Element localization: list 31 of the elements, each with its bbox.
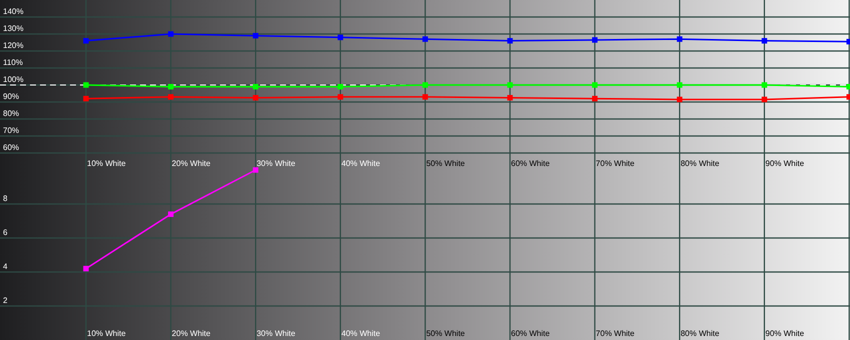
- y-tick-label: 6: [3, 228, 8, 237]
- y-tick-label: 70%: [3, 126, 20, 135]
- y-tick-label: 110%: [3, 58, 23, 67]
- x-tick-label: 40% White: [341, 329, 381, 338]
- y-tick-label: 2: [3, 296, 8, 305]
- x-tick-label: 20% White: [172, 329, 212, 338]
- x-tick-label: 90% White: [765, 159, 805, 168]
- x-tick-label: 40% White: [341, 159, 381, 168]
- y-tick-label: 60%: [3, 143, 20, 152]
- y-tick-label: 130%: [3, 24, 24, 33]
- x-tick-label: 60% White: [511, 329, 550, 338]
- x-tick-label: 10% White: [87, 159, 126, 168]
- y-tick-label: 8: [3, 194, 8, 203]
- x-tick-label: 70% White: [596, 329, 636, 338]
- x-tick-label: 10% White: [87, 329, 126, 338]
- x-tick-label: 50% White: [426, 159, 466, 168]
- x-tick-label: 20% White: [172, 159, 212, 168]
- y-tick-label: 90%: [3, 92, 20, 101]
- y-tick-label: 4: [3, 262, 8, 271]
- x-tick-label: 70% White: [596, 159, 636, 168]
- y-tick-label: 80%: [3, 109, 20, 118]
- x-tick-label: 90% White: [765, 329, 805, 338]
- y-tick-label: 140%: [3, 7, 24, 16]
- y-tick-label: 120%: [3, 41, 24, 50]
- x-tick-label: 80% White: [680, 159, 720, 168]
- x-tick-label: 30% White: [256, 329, 296, 338]
- x-tick-label: 50% White: [426, 329, 466, 338]
- y-tick-label: 100%: [3, 75, 24, 84]
- x-tick-label: 80% White: [680, 329, 720, 338]
- x-tick-label: 30% White: [256, 159, 296, 168]
- x-tick-label: 60% White: [511, 159, 550, 168]
